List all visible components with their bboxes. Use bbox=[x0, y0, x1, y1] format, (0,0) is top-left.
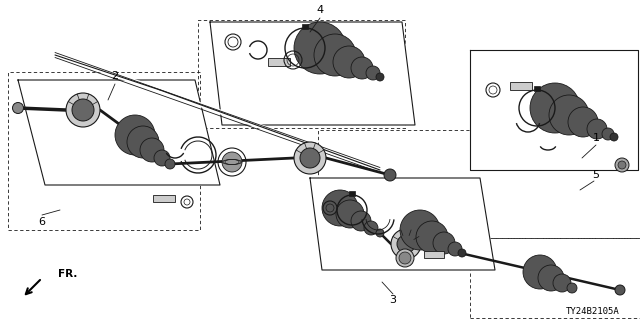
Circle shape bbox=[300, 148, 320, 168]
Text: 6: 6 bbox=[38, 217, 45, 227]
Circle shape bbox=[553, 274, 571, 292]
Bar bbox=[268, 58, 290, 66]
Circle shape bbox=[448, 242, 462, 256]
Circle shape bbox=[351, 57, 373, 79]
Circle shape bbox=[294, 142, 326, 174]
Circle shape bbox=[336, 200, 364, 228]
Circle shape bbox=[72, 99, 94, 121]
Circle shape bbox=[13, 102, 24, 114]
Circle shape bbox=[322, 190, 358, 226]
Polygon shape bbox=[310, 178, 495, 270]
Polygon shape bbox=[470, 50, 638, 170]
Circle shape bbox=[384, 169, 396, 181]
Circle shape bbox=[416, 221, 448, 253]
Polygon shape bbox=[18, 80, 220, 185]
Circle shape bbox=[376, 229, 384, 237]
Circle shape bbox=[615, 158, 629, 172]
Polygon shape bbox=[210, 22, 415, 125]
Circle shape bbox=[458, 249, 466, 257]
Circle shape bbox=[399, 252, 411, 264]
Circle shape bbox=[314, 34, 356, 76]
Text: TY24B2105A: TY24B2105A bbox=[566, 308, 620, 316]
Circle shape bbox=[115, 115, 155, 155]
Text: 1: 1 bbox=[593, 133, 600, 143]
Circle shape bbox=[222, 152, 242, 172]
Circle shape bbox=[333, 46, 365, 78]
Circle shape bbox=[366, 66, 380, 80]
Bar bbox=[349, 191, 355, 196]
Bar bbox=[318, 130, 640, 238]
Bar bbox=[153, 195, 175, 202]
Circle shape bbox=[165, 159, 175, 169]
Circle shape bbox=[154, 150, 170, 166]
Circle shape bbox=[140, 138, 164, 162]
Circle shape bbox=[396, 249, 414, 267]
Circle shape bbox=[587, 119, 607, 139]
Circle shape bbox=[523, 255, 557, 289]
Bar bbox=[534, 86, 540, 91]
Circle shape bbox=[391, 229, 421, 259]
Circle shape bbox=[127, 126, 159, 158]
Circle shape bbox=[602, 128, 614, 140]
Circle shape bbox=[549, 95, 589, 135]
Circle shape bbox=[351, 211, 371, 231]
Circle shape bbox=[433, 232, 455, 254]
Circle shape bbox=[530, 83, 580, 133]
Circle shape bbox=[568, 107, 598, 137]
Circle shape bbox=[615, 285, 625, 295]
Text: FR.: FR. bbox=[58, 269, 77, 279]
Bar bbox=[8, 72, 200, 230]
Bar bbox=[424, 251, 444, 258]
Text: 3: 3 bbox=[390, 295, 397, 305]
Circle shape bbox=[66, 93, 100, 127]
Bar bbox=[198, 20, 405, 128]
Circle shape bbox=[567, 283, 577, 293]
Text: 4: 4 bbox=[316, 5, 324, 15]
Bar bbox=[510, 82, 532, 90]
Text: 5: 5 bbox=[593, 170, 600, 180]
Circle shape bbox=[538, 265, 564, 291]
Circle shape bbox=[397, 235, 415, 253]
Circle shape bbox=[610, 133, 618, 141]
Text: 2: 2 bbox=[111, 71, 118, 81]
Circle shape bbox=[400, 210, 440, 250]
Bar bbox=[302, 24, 308, 29]
Circle shape bbox=[376, 73, 384, 81]
Circle shape bbox=[294, 22, 346, 74]
Bar bbox=[470, 238, 640, 318]
Circle shape bbox=[618, 161, 626, 169]
Circle shape bbox=[364, 221, 378, 235]
